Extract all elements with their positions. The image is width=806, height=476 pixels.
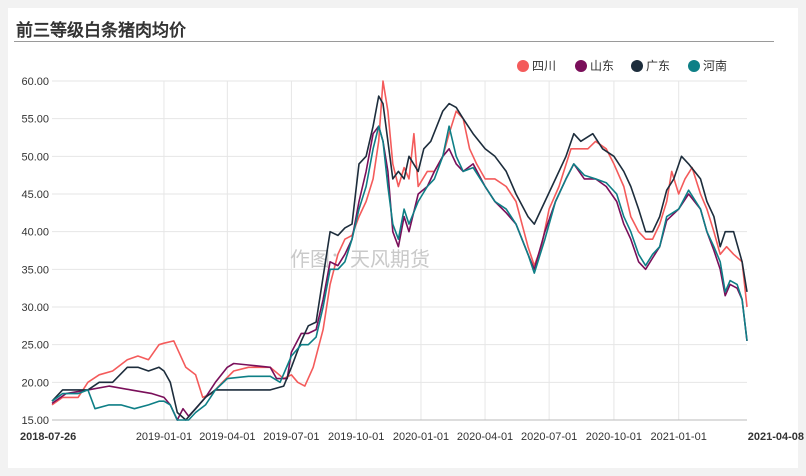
series-line-四川 xyxy=(51,80,748,406)
legend-marker xyxy=(517,60,529,72)
x-tick-label: 2020-04-01 xyxy=(457,431,513,443)
y-tick-label: 40.00 xyxy=(21,227,49,239)
legend-item[interactable]: 山东 xyxy=(575,59,614,73)
legend-label: 山东 xyxy=(590,59,614,73)
legend-label: 四川 xyxy=(532,59,556,73)
legend-label: 广东 xyxy=(646,59,670,73)
watermark: 作图：天风期货 xyxy=(290,247,430,271)
legend-item[interactable]: 河南 xyxy=(688,58,727,73)
y-tick-label: 20.00 xyxy=(21,377,49,389)
y-tick-label: 45.00 xyxy=(21,189,49,201)
series-line-河南 xyxy=(51,125,748,421)
legend-marker xyxy=(631,60,643,72)
y-tick-label: 50.00 xyxy=(21,151,49,163)
y-tick-label: 55.00 xyxy=(21,114,49,126)
legend-marker xyxy=(575,60,587,72)
x-tick-label: 2018-07-26 xyxy=(20,431,76,443)
x-tick-label: 2019-04-01 xyxy=(199,431,255,443)
x-tick-label: 2019-01-01 xyxy=(136,431,192,443)
y-tick-label: 60.00 xyxy=(21,76,49,88)
x-tick-label: 2019-10-01 xyxy=(328,431,384,443)
y-axis: 15.00 20.00 25.00 30.00 35.00 40.00 45.00 50.00… xyxy=(21,76,49,427)
legend-label: 河南 xyxy=(703,58,727,73)
page-title: 前三等级白条猪肉均价 xyxy=(16,21,186,41)
legend-marker xyxy=(688,60,700,72)
x-tick-label: 2021-04-08 xyxy=(748,431,804,443)
legend-item[interactable]: 广东 xyxy=(631,59,670,73)
series-line-山东 xyxy=(51,125,748,421)
title-divider xyxy=(14,41,774,42)
x-tick-label: 2020-01-01 xyxy=(393,431,449,443)
x-tick-label: 2020-10-01 xyxy=(586,431,642,443)
y-tick-label: 35.00 xyxy=(21,264,49,276)
x-tick-label: 2021-01-01 xyxy=(651,431,707,443)
legend: 四川 山东 广东 河南 xyxy=(517,58,727,73)
y-tick-label: 25.00 xyxy=(21,340,49,352)
x-axis: 2018-07-26 2019-01-01 2019-04-01 2019-07-01… xyxy=(20,419,804,443)
x-tick-label: 2019-07-01 xyxy=(263,431,319,443)
legend-item[interactable]: 四川 xyxy=(517,59,556,73)
y-tick-label: 15.00 xyxy=(21,415,49,427)
series-line-广东 xyxy=(51,95,748,421)
y-tick-label: 30.00 xyxy=(21,302,49,314)
x-tick-label: 2020-07-01 xyxy=(521,431,577,443)
series-lines xyxy=(51,80,748,421)
